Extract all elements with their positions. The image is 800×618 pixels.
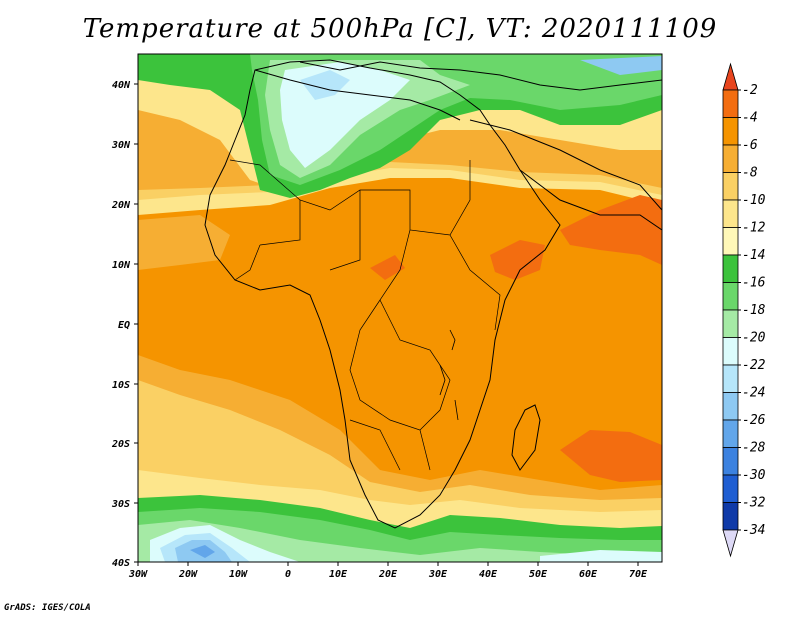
colorbar-label: -4 [742, 111, 758, 126]
colorbar-box [722, 392, 739, 421]
north-band-24 [580, 56, 662, 75]
y-tick-label: 40N [112, 80, 131, 91]
x-tick-label: 20W [178, 569, 198, 580]
x-tick-label: 50E [529, 569, 548, 580]
colorbar-label: -14 [742, 248, 765, 263]
colorbar-label: -22 [742, 358, 766, 373]
colorbar-box [722, 337, 739, 366]
colorbar-label: -20 [742, 331, 766, 346]
x-tick-label: 10E [329, 569, 348, 580]
cool-patch-8-west [138, 215, 230, 270]
y-tick-label: 10S [112, 380, 130, 391]
colorbar: -2 -4 -6 -8 -10 -12 -14 -16 -18 -20 -22 -24 -26 -28 -3… [722, 62, 766, 558]
north-band-22 [300, 70, 350, 100]
colorbar-bottom-arrow [722, 529, 739, 558]
colorbar-box [722, 447, 739, 476]
credit-text: GrADS: IGES/COLA [4, 603, 91, 613]
y-tick-label: 10N [112, 260, 131, 271]
colorbar-label: -2 [742, 83, 758, 98]
colorbar-label: -18 [742, 303, 766, 318]
x-tick-label: 0 [285, 569, 291, 580]
x-tick-label: 20E [378, 569, 398, 580]
colorbar-box [722, 227, 739, 256]
y-tick-label: EQ [118, 320, 130, 331]
colorbar-label: -8 [742, 166, 758, 181]
x-tick-label: 30W [128, 569, 148, 580]
south-band-18 [138, 520, 662, 562]
x-tick-label: 60E [579, 569, 598, 580]
y-tick-label: 20S [111, 439, 130, 450]
temperature-field [138, 54, 662, 562]
y-tick-label: 30N [111, 140, 131, 151]
x-tick-label: 30E [428, 569, 448, 580]
colorbar-box [722, 502, 739, 531]
coastlines [204, 59, 662, 529]
colorbar-box [722, 282, 739, 311]
colorbar-box [722, 364, 739, 393]
colorbar-label: -24 [742, 386, 765, 401]
x-tick-labels: 30W 20W 10W 0 10E 20E 30E 40E 50E 60E 70… [128, 569, 648, 580]
colorbar-box [722, 254, 739, 283]
colorbar-label: -12 [742, 221, 766, 236]
y-tick-labels: 40N 30N 20N 10N EQ 10S 20S 30S 40S [111, 80, 131, 569]
y-tick-label: 40S [112, 558, 130, 569]
y-tick-label: 30S [111, 499, 130, 510]
colorbar-label: -16 [742, 276, 766, 291]
warm-patch-4-madagascar [560, 430, 662, 482]
mediterranean-coast [254, 61, 662, 121]
colorbar-label: -26 [742, 413, 766, 428]
colorbar-label: -34 [742, 523, 765, 538]
colorbar-label: -32 [742, 496, 766, 511]
colorbar-label: -10 [742, 193, 766, 208]
x-tick-label: 10W [229, 569, 248, 580]
arabia-coast [469, 119, 662, 231]
country-borders [229, 159, 501, 471]
colorbar-box [722, 117, 739, 146]
colorbar-label: -30 [742, 468, 766, 483]
colorbar-box [722, 89, 739, 118]
warm-patch-4-east [560, 195, 662, 265]
colorbar-box [722, 199, 739, 228]
madagascar-coast [511, 404, 541, 471]
lakes [439, 329, 459, 421]
colorbar-label: -6 [742, 138, 758, 153]
south-band-26 [190, 545, 215, 558]
tick-marks [134, 83, 639, 566]
colorbar-top-arrow [722, 62, 739, 91]
colorbar-box [722, 474, 739, 503]
y-tick-label: 20N [111, 200, 131, 211]
warm-patch-4-horn [490, 240, 545, 280]
colorbar-label: -28 [742, 441, 766, 456]
x-tick-label: 40E [479, 569, 498, 580]
colorbar-box [722, 172, 739, 201]
south-band-20-east [540, 550, 662, 562]
colorbar-box [722, 144, 739, 173]
warm-patch-4-sahel [370, 255, 405, 280]
colorbar-box [722, 309, 739, 338]
chart-title: Temperature at 500hPa [C], VT: 202011110… [82, 14, 718, 44]
africa-coast [204, 59, 561, 529]
colorbar-box [722, 419, 739, 448]
x-tick-label: 70E [629, 569, 648, 580]
plot-frame [137, 53, 663, 563]
